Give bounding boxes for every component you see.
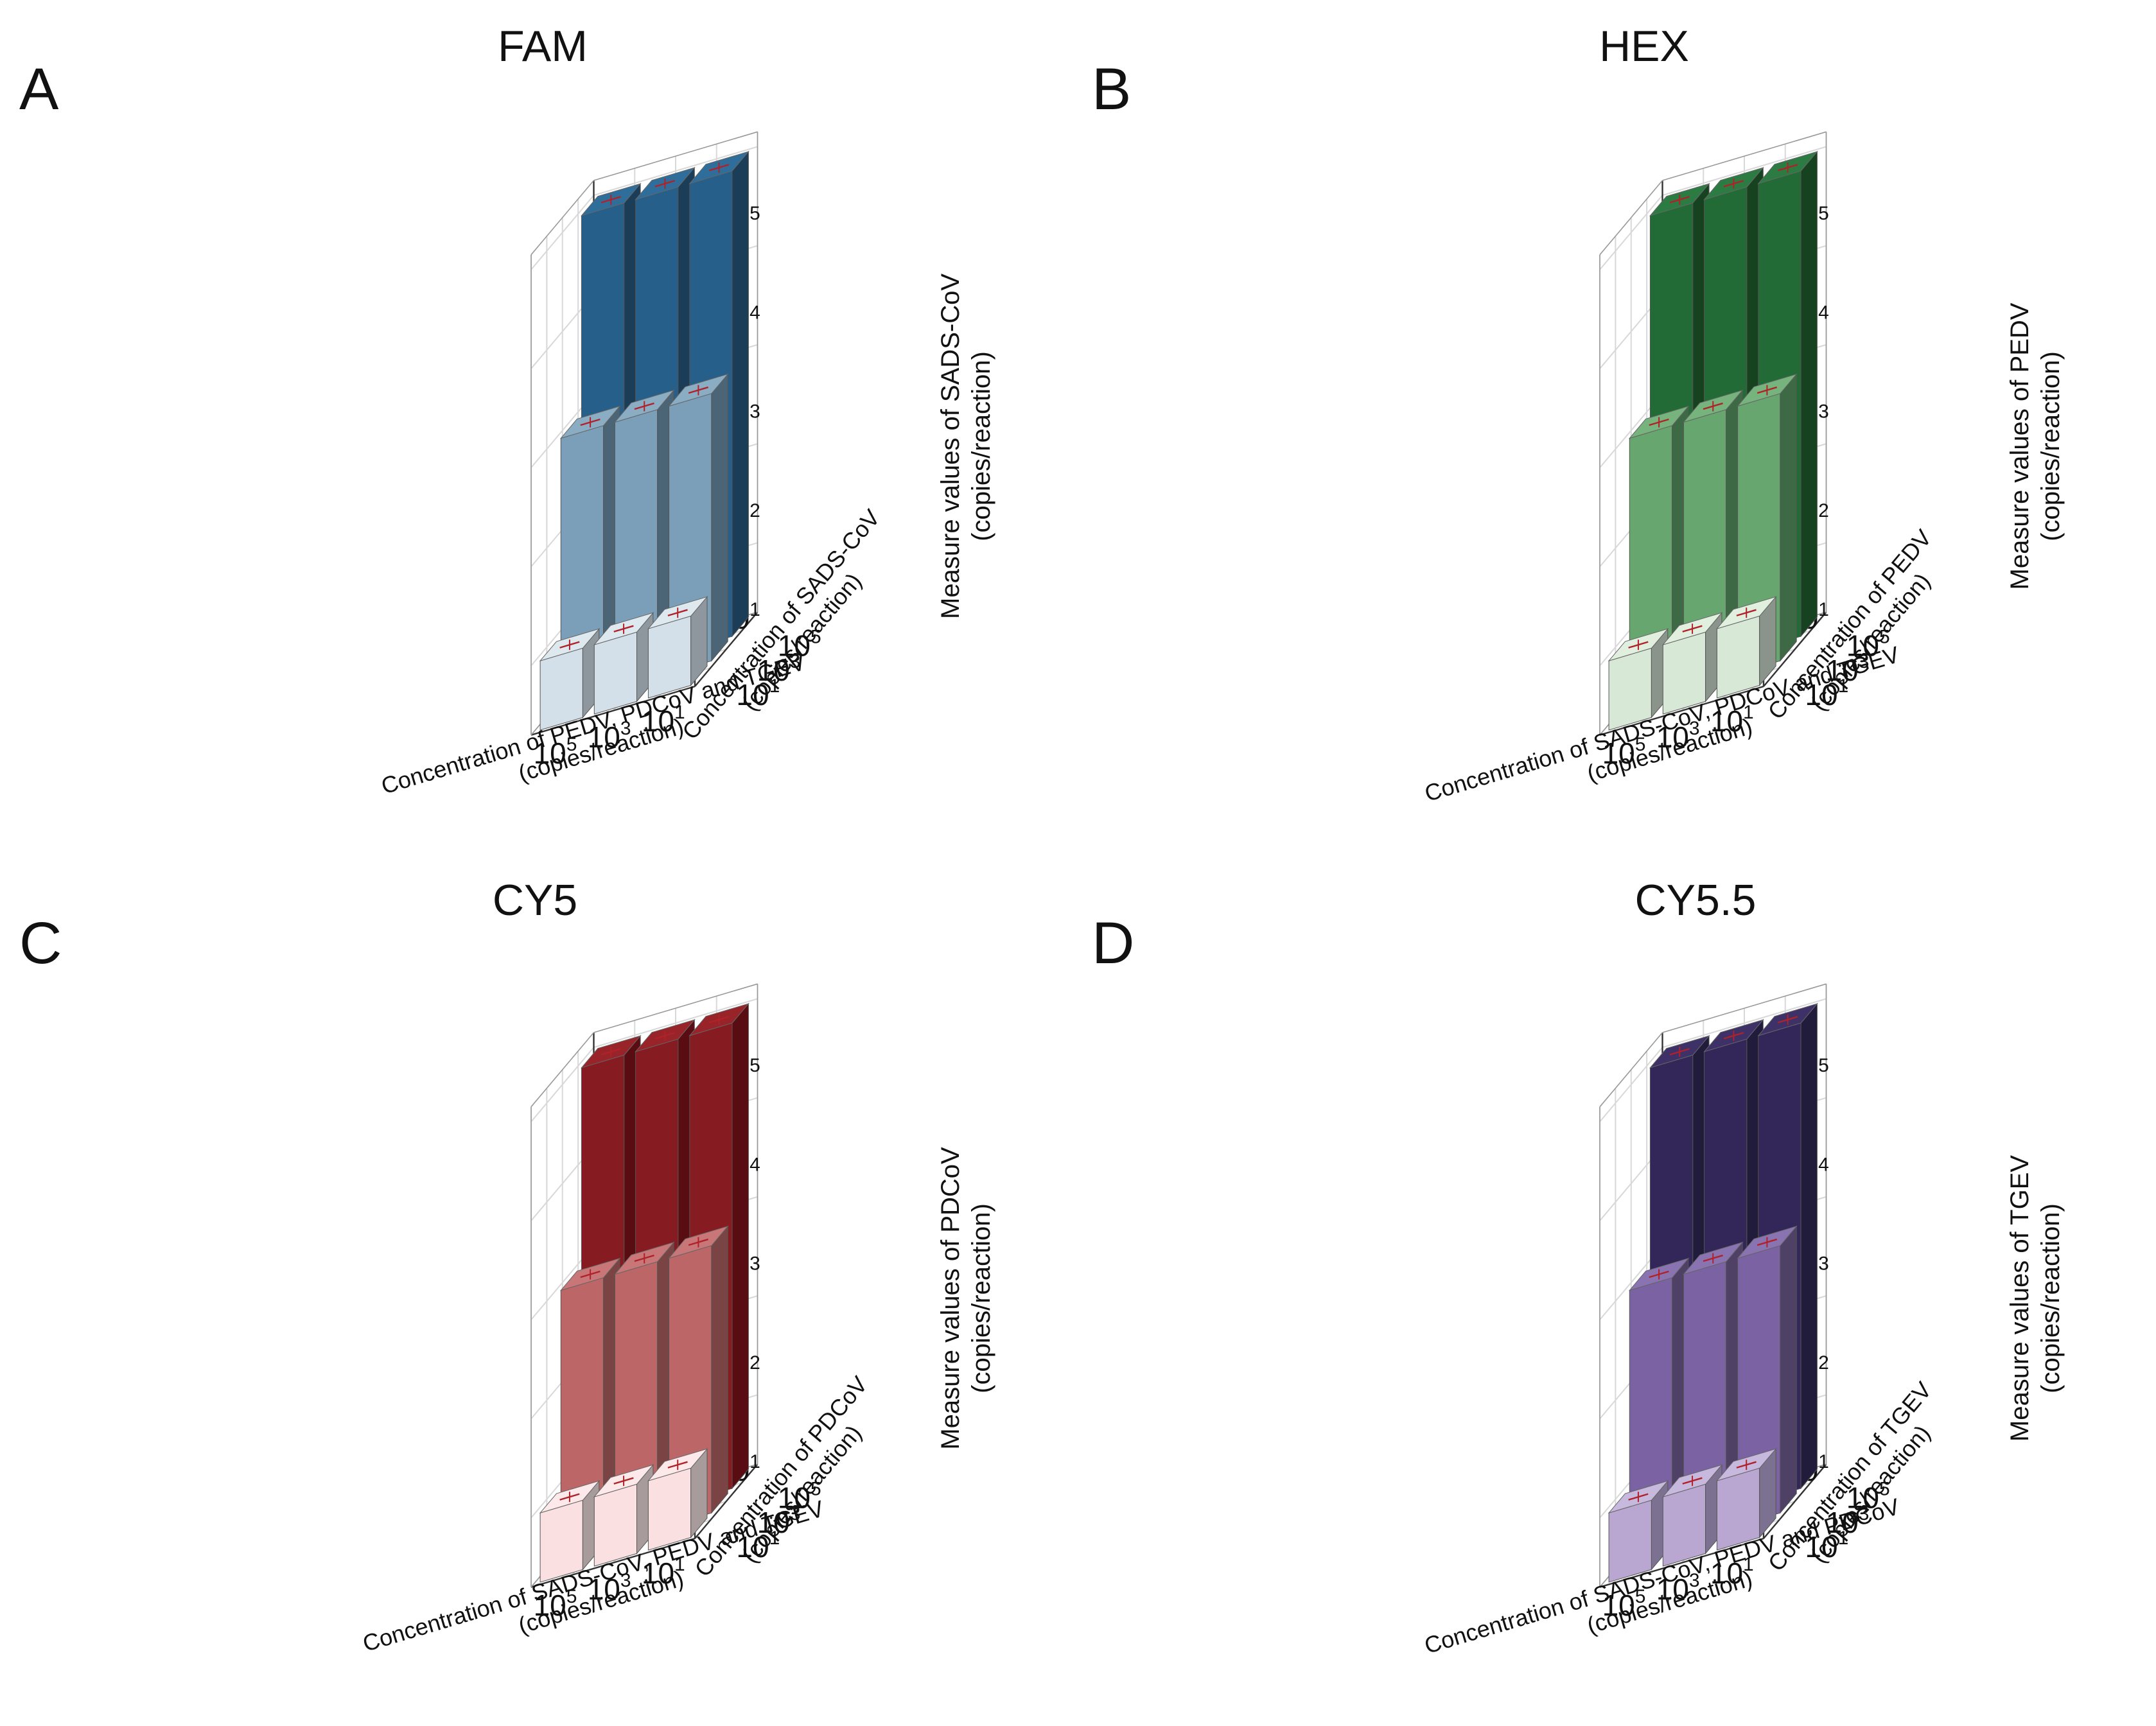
bar [1715, 596, 1777, 699]
y-tick-label: 101 [1805, 676, 1848, 711]
y-tick-label: 101 [736, 676, 780, 711]
z-axis-label: Measure values of PDCoV (copies/reaction) [936, 1147, 995, 1450]
bar-front-face [1662, 1483, 1706, 1567]
panel-title: FAM [498, 22, 588, 71]
bar-side-face [1800, 1002, 1818, 1490]
y-tick-label: 105 [1846, 627, 1890, 663]
x-tick-label: 103 [1656, 1570, 1700, 1606]
bar [1608, 627, 1669, 731]
bar-side-face [1780, 1225, 1797, 1514]
bar-side-face [732, 150, 749, 638]
x-tick-label: 105 [534, 734, 577, 770]
bars [539, 1002, 749, 1583]
y-tick-label: 105 [1846, 1479, 1890, 1515]
x-tick-label: 105 [1602, 1586, 1646, 1622]
bar [539, 627, 600, 731]
bar-front-face [1716, 615, 1760, 699]
panel-letter: B [1092, 57, 1131, 122]
panel-title: CY5.5 [1635, 876, 1757, 925]
x-tick-label: 101 [642, 702, 685, 738]
x-tick-label: 103 [588, 718, 631, 754]
x-tick-label: 103 [588, 1570, 631, 1606]
y-tick-label: 103 [757, 651, 801, 687]
bar-front-face [647, 615, 692, 699]
z-axis-label: Measure values of SADS-CoV (copies/reacti… [936, 274, 995, 619]
bars [1608, 1002, 1818, 1583]
bar-side-face [732, 1002, 749, 1490]
panel-letter: A [19, 57, 59, 122]
bar-side-face [711, 1225, 728, 1514]
panel-a: AFAM101102103104105Measure values of SAD… [19, 22, 995, 799]
x-tick-label: 103 [1656, 718, 1700, 754]
z-axis-label: Measure values of TGEV (copies/reaction) [2006, 1155, 2065, 1442]
x-tick-label: 101 [642, 1554, 685, 1590]
bar-side-face [1800, 150, 1818, 638]
bars [1608, 150, 1818, 731]
bar-front-face [1608, 1499, 1652, 1583]
bar-front-face [593, 631, 637, 715]
bars [539, 150, 749, 731]
bar [647, 1448, 708, 1551]
y-tick-label: 101 [1805, 1528, 1848, 1564]
panel-title: HEX [1599, 22, 1689, 71]
panel-title: CY5 [493, 876, 577, 925]
x-tick-label: 105 [534, 1586, 577, 1622]
panel-letter: C [19, 911, 62, 976]
y-tick-label: 103 [757, 1503, 801, 1539]
bar-front-face [647, 1467, 692, 1551]
panel-b: BHEX101102103104105Measure values of PED… [1092, 22, 2065, 806]
bar-front-face [1662, 631, 1706, 715]
panel-letter: D [1092, 911, 1134, 976]
y-tick-label: 101 [736, 1528, 780, 1564]
bar-front-face [539, 647, 583, 731]
panel-c: CCY5101102103104105Measure values of PDC… [19, 876, 995, 1657]
z-axis-label: Measure values of PEDV (copies/reaction) [2006, 302, 2065, 589]
bar-front-face [1608, 647, 1652, 731]
bar-front-face [539, 1499, 583, 1583]
x-tick-label: 101 [1710, 702, 1754, 738]
x-tick-label: 105 [1602, 734, 1646, 770]
y-tick-label: 105 [778, 627, 821, 663]
y-tick-label: 103 [1826, 651, 1870, 687]
bar-front-face [593, 1483, 637, 1567]
bar [647, 596, 708, 699]
bar-front-face [1716, 1467, 1760, 1551]
bar-side-face [1780, 373, 1797, 662]
x-tick-label: 101 [1710, 1554, 1754, 1590]
y-tick-label: 105 [778, 1479, 821, 1515]
bar [1715, 1448, 1777, 1551]
y-tick-label: 103 [1826, 1503, 1870, 1539]
bar-side-face [711, 373, 728, 662]
